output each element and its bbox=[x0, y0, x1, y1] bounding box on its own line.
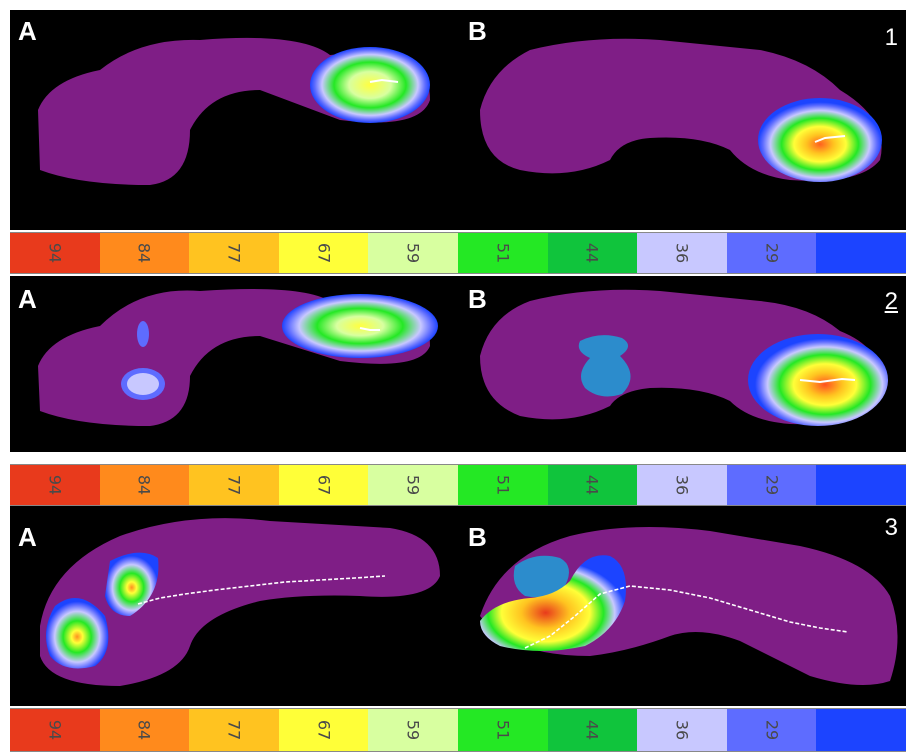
tick-label: 36 bbox=[672, 242, 692, 264]
colorbar-segment: 36 bbox=[637, 709, 727, 751]
colorbar-segment: 94 bbox=[10, 233, 100, 273]
colorbar-segment: 59 bbox=[368, 709, 458, 751]
tick-label: 84 bbox=[134, 474, 154, 496]
trajectory-line bbox=[369, 78, 399, 83]
colorbar-segment: 36 bbox=[637, 233, 727, 273]
colorbar-segment: 44 bbox=[547, 709, 638, 751]
tick-label: 51 bbox=[493, 719, 513, 741]
colorbar-segment: 84 bbox=[99, 233, 190, 273]
colorbar-segment: 59 bbox=[368, 465, 458, 505]
tick-label: 29 bbox=[762, 242, 782, 264]
condition-a-label: A bbox=[18, 284, 37, 314]
tick-label: 84 bbox=[134, 719, 154, 741]
colorbar-segment: 77 bbox=[189, 709, 279, 751]
trajectory-line bbox=[814, 135, 846, 143]
colorbar-segment: 67 bbox=[278, 465, 369, 505]
trajectory-line bbox=[799, 377, 856, 384]
tick-label: 67 bbox=[314, 474, 334, 496]
footprint-graphic bbox=[38, 288, 888, 426]
tick-label: 44 bbox=[582, 474, 602, 496]
tick-label: 59 bbox=[403, 719, 423, 741]
tick-label: 51 bbox=[493, 242, 513, 264]
tick-label: 77 bbox=[224, 474, 244, 496]
panel-2: A B 2 bbox=[10, 276, 906, 452]
colorbar-segment: 77 bbox=[189, 233, 279, 273]
colorbar-segment: 51 bbox=[457, 233, 548, 273]
panel-number: 2 bbox=[884, 288, 898, 315]
tick-label: 36 bbox=[672, 474, 692, 496]
condition-b-label: B bbox=[468, 16, 487, 46]
colorbar-segment: 29 bbox=[726, 465, 817, 505]
tick-label: 44 bbox=[582, 242, 602, 264]
colorbar-segment: 44 bbox=[547, 233, 638, 273]
trajectory-line bbox=[524, 585, 849, 649]
tick-label: 94 bbox=[45, 719, 65, 741]
tick-label: 67 bbox=[314, 719, 334, 741]
tick-label: 84 bbox=[134, 242, 154, 264]
tick-label: 36 bbox=[672, 719, 692, 741]
colorbar-segment: 36 bbox=[637, 465, 727, 505]
colorbar-segment: 51 bbox=[457, 465, 548, 505]
tick-label: 94 bbox=[45, 474, 65, 496]
tick-label: 77 bbox=[224, 719, 244, 741]
condition-b-label: B bbox=[468, 284, 487, 314]
tick-label: 44 bbox=[582, 719, 602, 741]
condition-a-label: A bbox=[18, 16, 37, 46]
footprint-graphic bbox=[38, 37, 882, 185]
colorbar-segment: 77 bbox=[189, 465, 279, 505]
colorbar-segment: 84 bbox=[99, 709, 190, 751]
tick-label: 59 bbox=[403, 242, 423, 264]
panel-separator bbox=[10, 452, 906, 454]
colorbar-segment: 84 bbox=[99, 465, 190, 505]
colorbar-segment: 94 bbox=[10, 465, 100, 505]
tick-label: 94 bbox=[45, 242, 65, 264]
tick-label: 77 bbox=[224, 242, 244, 264]
footprint-graphic bbox=[40, 518, 898, 686]
colorbar-segment bbox=[816, 465, 906, 505]
colorbar-segment: 51 bbox=[457, 709, 548, 751]
colorbar-1: 94 84 77 67 59 51 44 36 29 bbox=[10, 232, 906, 274]
tick-label: 29 bbox=[762, 474, 782, 496]
trajectory-line bbox=[359, 327, 380, 331]
colorbar-segment: 67 bbox=[278, 233, 369, 273]
condition-b-label: B bbox=[468, 522, 487, 552]
condition-a-label: A bbox=[18, 522, 37, 552]
tick-label: 59 bbox=[403, 474, 423, 496]
colorbar-3: 94 84 77 67 59 51 44 36 29 bbox=[10, 708, 906, 752]
colorbar-segment: 59 bbox=[368, 233, 458, 273]
trajectory-line bbox=[137, 575, 386, 605]
tick-label: 51 bbox=[493, 474, 513, 496]
tick-label: 67 bbox=[314, 242, 334, 264]
panel-number: 3 bbox=[884, 514, 898, 541]
colorbar-segment bbox=[816, 709, 906, 751]
colorbar-2: 94 84 77 67 59 51 44 36 29 bbox=[10, 464, 906, 506]
panel-1: A B 1 bbox=[10, 10, 906, 230]
colorbar-segment bbox=[816, 233, 906, 273]
tick-label: 29 bbox=[762, 719, 782, 741]
colorbar-segment: 29 bbox=[726, 709, 817, 751]
panel-3: A B 3 bbox=[10, 506, 906, 706]
colorbar-segment: 94 bbox=[10, 709, 100, 751]
panel-number: 1 bbox=[884, 24, 898, 51]
colorbar-segment: 67 bbox=[278, 709, 369, 751]
colorbar-segment: 29 bbox=[726, 233, 817, 273]
colorbar-segment: 44 bbox=[547, 465, 638, 505]
